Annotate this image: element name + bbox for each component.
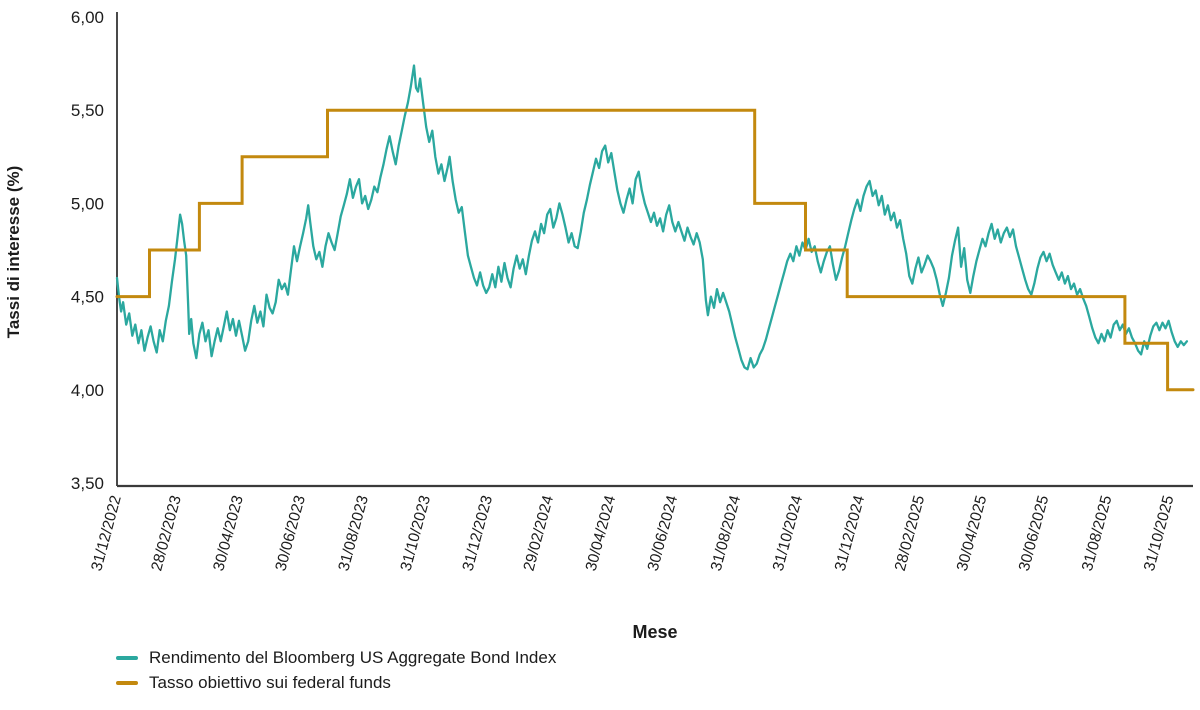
- svg-text:31/10/2024: 31/10/2024: [770, 493, 807, 573]
- svg-text:28/02/2023: 28/02/2023: [148, 494, 184, 573]
- svg-text:30/06/2025: 30/06/2025: [1016, 494, 1052, 573]
- svg-text:30/04/2023: 30/04/2023: [210, 494, 246, 573]
- svg-text:3,50: 3,50: [71, 474, 104, 493]
- svg-text:4,00: 4,00: [71, 381, 104, 400]
- legend-item-bond-index: Rendimento del Bloomberg US Aggregate Bo…: [116, 648, 556, 668]
- x-axis-title: Mese: [632, 622, 678, 642]
- legend-item-fed-funds: Tasso obiettivo sui federal funds: [116, 673, 556, 693]
- fed-funds-step-line: [115, 108, 1195, 392]
- svg-text:31/08/2025: 31/08/2025: [1079, 494, 1115, 573]
- y-axis-tick-labels: 6,00 5,50 5,00 4,50 4,00 3,50: [71, 8, 104, 493]
- svg-text:4,50: 4,50: [71, 288, 104, 307]
- x-axis-tick-labels: 31/12/2022 28/02/2023 30/04/2023 30/06/2023…: [88, 493, 1177, 573]
- legend-label-bond-index: Rendimento del Bloomberg US Aggregate Bo…: [149, 648, 557, 667]
- svg-text:31/12/2022: 31/12/2022: [88, 494, 124, 573]
- svg-text:31/08/2024: 31/08/2024: [708, 493, 745, 573]
- svg-text:30/06/2024: 30/06/2024: [645, 493, 682, 573]
- legend-label-fed-funds: Tasso obiettivo sui federal funds: [149, 673, 391, 692]
- svg-text:30/04/2024: 30/04/2024: [583, 493, 620, 573]
- legend: Rendimento del Bloomberg US Aggregate Bo…: [116, 648, 556, 693]
- axis-spines: [116, 12, 1193, 488]
- svg-text:30/06/2023: 30/06/2023: [272, 494, 308, 573]
- svg-text:5,50: 5,50: [71, 101, 104, 120]
- bond-index-yield-line: [115, 64, 1189, 371]
- svg-text:5,00: 5,00: [71, 194, 104, 213]
- svg-text:31/10/2023: 31/10/2023: [398, 494, 434, 573]
- svg-text:31/12/2024: 31/12/2024: [832, 493, 869, 573]
- svg-text:28/02/2025: 28/02/2025: [892, 494, 928, 573]
- svg-text:30/04/2025: 30/04/2025: [954, 494, 990, 573]
- svg-text:29/02/2024: 29/02/2024: [521, 493, 558, 573]
- svg-text:31/08/2023: 31/08/2023: [335, 494, 371, 573]
- bond-series-swatch: [116, 656, 138, 660]
- svg-text:31/10/2025: 31/10/2025: [1141, 494, 1177, 573]
- data-series-lines: [115, 64, 1195, 392]
- svg-text:31/12/2023: 31/12/2023: [460, 494, 496, 573]
- fed-series-swatch: [116, 681, 138, 685]
- y-axis-title: Tassi di interesse (%): [4, 165, 23, 339]
- svg-text:6,00: 6,00: [71, 8, 104, 27]
